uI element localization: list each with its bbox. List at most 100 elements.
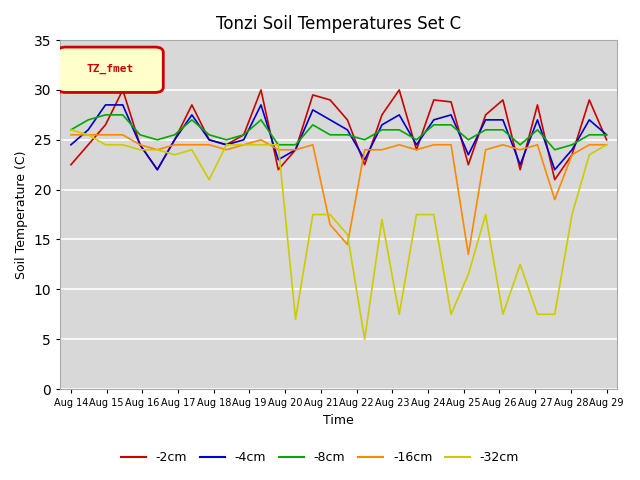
-8cm <box>396 127 403 132</box>
-16cm <box>309 142 317 148</box>
-32cm <box>292 316 300 322</box>
-4cm <box>344 127 351 132</box>
-4cm <box>516 162 524 168</box>
-2cm <box>447 99 455 105</box>
Legend: -2cm, -4cm, -8cm, -16cm, -32cm: -2cm, -4cm, -8cm, -16cm, -32cm <box>116 446 524 469</box>
-8cm <box>84 117 92 123</box>
-2cm <box>102 122 109 128</box>
-4cm <box>292 147 300 153</box>
-2cm <box>292 147 300 153</box>
-32cm <box>154 147 161 153</box>
-8cm <box>534 127 541 132</box>
-8cm <box>465 137 472 143</box>
-2cm <box>67 162 75 168</box>
-4cm <box>378 122 386 128</box>
-8cm <box>482 127 490 132</box>
-8cm <box>378 127 386 132</box>
-4cm <box>154 167 161 173</box>
-2cm <box>223 142 230 148</box>
-8cm <box>447 122 455 128</box>
-4cm <box>205 137 213 143</box>
-32cm <box>257 142 265 148</box>
-8cm <box>171 132 179 138</box>
-2cm <box>240 132 248 138</box>
-16cm <box>102 132 109 138</box>
-4cm <box>603 132 611 138</box>
-32cm <box>396 312 403 317</box>
-16cm <box>603 142 611 148</box>
-8cm <box>603 132 611 138</box>
Y-axis label: Soil Temperature (C): Soil Temperature (C) <box>15 150 28 279</box>
-8cm <box>136 132 144 138</box>
-4cm <box>447 112 455 118</box>
-8cm <box>551 147 559 153</box>
-16cm <box>430 142 438 148</box>
-32cm <box>205 177 213 182</box>
-4cm <box>309 107 317 113</box>
-4cm <box>430 117 438 123</box>
-32cm <box>378 216 386 222</box>
-32cm <box>534 312 541 317</box>
-4cm <box>171 137 179 143</box>
-4cm <box>275 157 282 163</box>
-32cm <box>344 232 351 238</box>
-32cm <box>188 147 196 153</box>
-32cm <box>84 132 92 138</box>
-2cm <box>205 137 213 143</box>
-2cm <box>344 117 351 123</box>
-8cm <box>67 127 75 132</box>
-2cm <box>257 87 265 93</box>
-4cm <box>568 147 576 153</box>
Line: -4cm: -4cm <box>71 105 607 170</box>
-2cm <box>171 137 179 143</box>
-32cm <box>499 312 507 317</box>
Line: -16cm: -16cm <box>71 135 607 254</box>
-16cm <box>326 222 334 228</box>
-4cm <box>67 142 75 148</box>
-2cm <box>275 167 282 173</box>
-8cm <box>257 117 265 123</box>
-8cm <box>344 132 351 138</box>
-2cm <box>396 87 403 93</box>
-32cm <box>67 127 75 132</box>
-2cm <box>309 92 317 98</box>
-2cm <box>84 142 92 148</box>
-8cm <box>309 122 317 128</box>
-4cm <box>413 142 420 148</box>
-4cm <box>84 127 92 132</box>
-32cm <box>568 212 576 217</box>
-32cm <box>586 152 593 157</box>
-4cm <box>223 142 230 148</box>
-4cm <box>257 102 265 108</box>
-8cm <box>154 137 161 143</box>
-4cm <box>188 112 196 118</box>
X-axis label: Time: Time <box>323 414 354 427</box>
-4cm <box>499 117 507 123</box>
-8cm <box>102 112 109 118</box>
-2cm <box>482 112 490 118</box>
-16cm <box>516 147 524 153</box>
-16cm <box>413 147 420 153</box>
-8cm <box>430 122 438 128</box>
-32cm <box>171 152 179 157</box>
-2cm <box>188 102 196 108</box>
-32cm <box>240 142 248 148</box>
-2cm <box>154 167 161 173</box>
-2cm <box>136 142 144 148</box>
-8cm <box>586 132 593 138</box>
-16cm <box>499 142 507 148</box>
Text: TZ_fmet: TZ_fmet <box>87 64 134 74</box>
-16cm <box>465 252 472 257</box>
-16cm <box>447 142 455 148</box>
-32cm <box>430 212 438 217</box>
-4cm <box>586 117 593 123</box>
-32cm <box>361 336 369 342</box>
-4cm <box>551 167 559 173</box>
-2cm <box>586 97 593 103</box>
-2cm <box>413 147 420 153</box>
-16cm <box>378 147 386 153</box>
-32cm <box>326 212 334 217</box>
-32cm <box>119 142 127 148</box>
-16cm <box>534 142 541 148</box>
Title: Tonzi Soil Temperatures Set C: Tonzi Soil Temperatures Set C <box>216 15 461 33</box>
